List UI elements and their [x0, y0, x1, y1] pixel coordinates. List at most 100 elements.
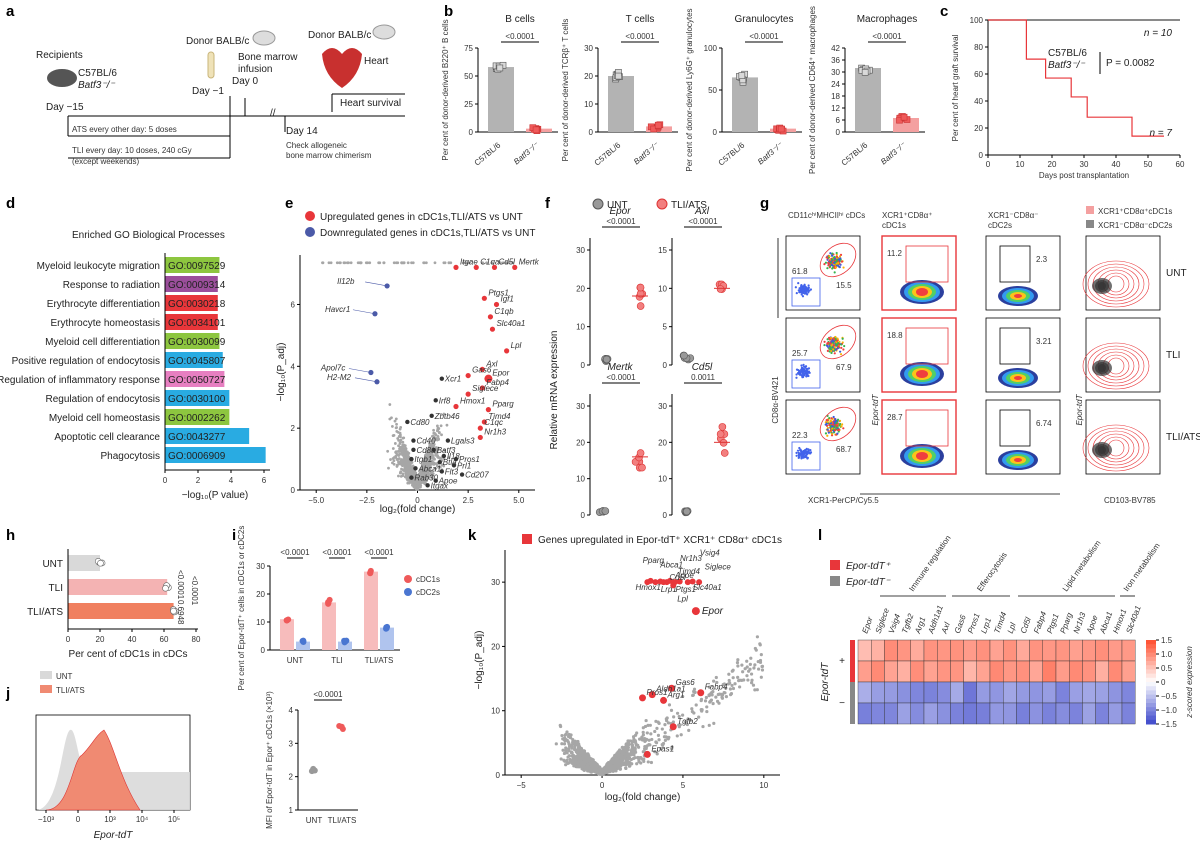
- e-point-cap: [485, 261, 489, 265]
- g-epor1-pct-2: 28.7: [887, 413, 903, 422]
- k-point: [577, 752, 581, 757]
- k-point: [573, 761, 577, 766]
- i-ylabel: Per cent of Epor-tdT⁺ cells in cDC1s or …: [237, 526, 246, 691]
- e-other-point-12: [441, 453, 447, 459]
- d-bar-go-6: GO:0050727: [168, 375, 226, 386]
- e-xticklabel-1: −2.5: [359, 496, 375, 505]
- e-point: [404, 451, 407, 455]
- d-xticklabel-0: 0: [163, 476, 168, 485]
- i-legend-marker-2: [404, 588, 412, 596]
- g-plot1-dot: [795, 454, 798, 457]
- k-point-tail: [720, 696, 725, 700]
- i-xlabel-0: UNT: [287, 656, 304, 665]
- k-top-label-3: Vsig4: [700, 549, 721, 558]
- k-top-label-4: Timd4: [678, 567, 701, 576]
- e-point-cap: [449, 261, 453, 265]
- l-cell-3-8: [963, 702, 977, 725]
- e-other-point-8: [409, 475, 414, 480]
- k-point-tail: [644, 737, 649, 741]
- g-plot1-dot: [802, 286, 805, 289]
- l-cell-0-6: [937, 639, 951, 662]
- e-other-point-7: [413, 466, 418, 471]
- e-point: [395, 430, 399, 433]
- k-top-point-12: [670, 582, 677, 589]
- g-plot1-dot: [806, 367, 809, 370]
- e-up-point-0: [453, 264, 459, 270]
- k-top-point-4: [684, 579, 691, 586]
- g-plot4-contour-gray-0: [1092, 278, 1112, 294]
- a-tli: TLI every day: 10 doses, 240 cGy: [72, 146, 192, 155]
- panel-a: a Recipients C57BL/6 Batf3⁻/⁻ Day −15 AT…: [6, 3, 405, 166]
- e-point: [399, 470, 403, 474]
- h-xlabel: Per cent of cDC1s in cDCs: [69, 649, 188, 660]
- k-point-tail: [650, 737, 654, 742]
- g-plot1-dot: [838, 424, 841, 427]
- k-epor-point: [691, 607, 700, 616]
- l-cell-3-2: [884, 702, 898, 725]
- k-point-tail: [760, 668, 765, 672]
- k-point-tail: [747, 669, 751, 673]
- e-point-cap: [461, 261, 465, 265]
- g-plot1-dot: [834, 418, 837, 421]
- g-plot1-dot: [800, 285, 803, 288]
- k-ylabel: −log₁₀(P_adj): [474, 631, 485, 690]
- e-point-cap: [499, 261, 502, 265]
- e-point: [412, 474, 416, 478]
- c-yticklabel-2: 40: [974, 97, 983, 106]
- k-top-label-9: Lrp1: [661, 585, 677, 594]
- panel-label-f: f: [545, 195, 551, 212]
- panel-h: h UNT TLI TLI/ATS 0 20 40 60 80 Per cent of cDC1…: [6, 527, 201, 660]
- g-gate-cdc2-0: [791, 277, 821, 307]
- k-point-tail: [749, 681, 754, 685]
- l-cell-1-10: [989, 660, 1004, 683]
- e-point: [400, 448, 404, 452]
- k-point: [559, 757, 563, 761]
- l-cell-0-18: [1095, 639, 1109, 662]
- h-p3: <0.0001: [190, 576, 199, 606]
- k-point: [582, 758, 587, 762]
- g-row-label-2: TLI/ATS: [1166, 432, 1200, 443]
- k-point: [583, 754, 587, 758]
- g-plot3-density-0: [1014, 294, 1022, 298]
- e-up-label-8: Lpl: [511, 341, 522, 350]
- e-point: [414, 471, 418, 475]
- l-cell-3-13: [1029, 702, 1043, 725]
- b-pvalue-2: <0.0001: [749, 32, 779, 41]
- e-point: [401, 436, 405, 440]
- h-point-0: [97, 559, 104, 567]
- k-point: [577, 750, 581, 754]
- e-xticklabel-2: 0: [415, 496, 420, 505]
- k-point: [567, 761, 571, 765]
- e-other-label-4: Cd40: [416, 437, 436, 446]
- panel-b: b B cells Per cent of donor-derived B220⁺…: [441, 3, 925, 174]
- k-point-tail: [687, 728, 691, 732]
- l-cell-3-6: [937, 702, 951, 725]
- b-pvalue-1: <0.0001: [625, 32, 655, 41]
- k-point: [611, 766, 615, 770]
- a-donor1: Donor BALB/c: [186, 36, 249, 47]
- h-bar-1: [68, 579, 168, 595]
- l-gene-4: Arg1: [913, 616, 928, 636]
- g-plot1-dot: [809, 451, 813, 454]
- e-point: [392, 459, 396, 463]
- k-point: [566, 740, 570, 744]
- e-other-label-17: Flt3: [445, 467, 459, 476]
- l-cell-1-9: [976, 660, 991, 683]
- e-point-cap: [424, 261, 428, 265]
- l-cell-2-4: [910, 681, 925, 704]
- l-cell-1-1: [871, 660, 885, 683]
- g-plot1-dot: [833, 271, 836, 274]
- e-up-point-18: [477, 434, 483, 441]
- e-point: [436, 448, 440, 452]
- l-cbar-seg-6: [1146, 665, 1156, 670]
- e-point-cap: [321, 261, 324, 265]
- g-plot1-dot: [800, 455, 803, 458]
- e-up-label-14: Hmox1: [460, 397, 485, 406]
- k-point-tail: [648, 723, 652, 727]
- d-bar-go-7: GO:0030100: [168, 394, 226, 405]
- g-cdc2-pct-1: 25.7: [792, 349, 808, 358]
- g-plot1-dot: [838, 255, 842, 258]
- f-yticklabel-0-3: 30: [576, 246, 585, 255]
- l-cell-0-11: [1003, 639, 1017, 662]
- k-point-tail: [677, 714, 681, 719]
